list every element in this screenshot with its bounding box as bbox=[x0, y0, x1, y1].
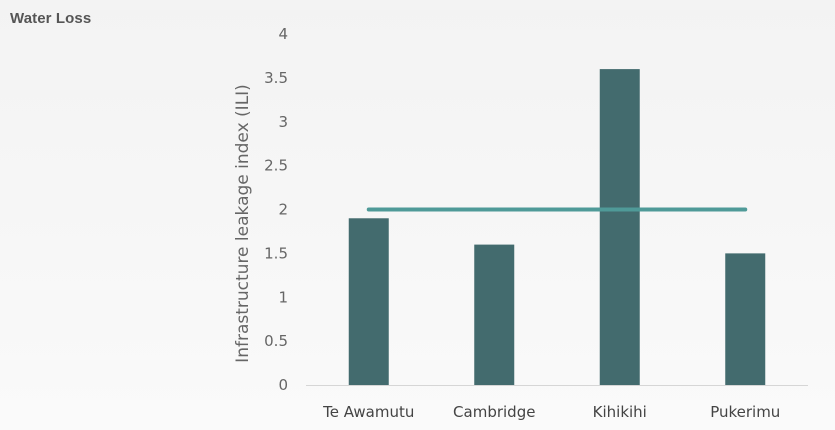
x-category-label: Kihikihi bbox=[593, 403, 647, 421]
y-tick-label: 2.5 bbox=[264, 157, 288, 175]
x-category-label: Te Awamutu bbox=[322, 403, 414, 421]
y-axis-title: Infrastructure leakage index (ILI) bbox=[233, 84, 253, 363]
y-axis-ticks: 0 0.5 1 1.5 2 2.5 3 3.5 4 bbox=[264, 25, 288, 394]
y-tick-label: 0 bbox=[278, 376, 288, 394]
y-tick-label: 2 bbox=[278, 201, 288, 219]
bars-group bbox=[348, 69, 766, 385]
y-tick-label: 3.5 bbox=[264, 69, 288, 87]
y-axis-title-group: Infrastructure leakage index (ILI) bbox=[233, 84, 253, 363]
bar-kihikihi bbox=[599, 69, 640, 385]
x-category-label: Cambridge bbox=[453, 403, 535, 421]
bar-pukerimu bbox=[725, 253, 766, 385]
bar-te-awamutu bbox=[348, 218, 389, 385]
y-tick-label: 3 bbox=[278, 113, 288, 131]
card-title: Water Loss bbox=[10, 10, 92, 27]
x-axis-labels: Te Awamutu Cambridge Kihikihi Pukerimu bbox=[322, 403, 780, 421]
y-tick-label: 0.5 bbox=[264, 332, 288, 350]
y-tick-label: 1 bbox=[278, 288, 288, 306]
y-tick-label: 1.5 bbox=[264, 244, 288, 262]
x-category-label: Pukerimu bbox=[710, 403, 780, 421]
bar-cambridge bbox=[474, 244, 515, 385]
y-tick-label: 4 bbox=[278, 25, 288, 43]
